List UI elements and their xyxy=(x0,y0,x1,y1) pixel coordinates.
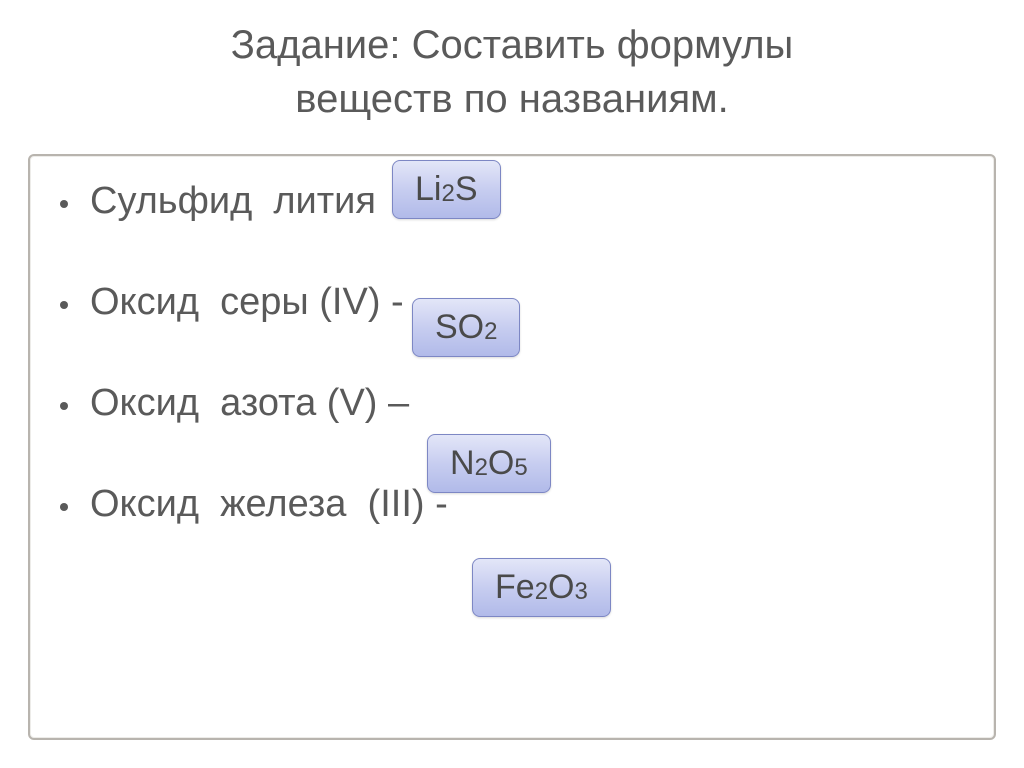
bullet-icon xyxy=(60,503,68,511)
compound-label: Оксид серы (IV) - xyxy=(90,281,404,324)
content-box: Сульфид лития - Оксид серы (IV) - Оксид … xyxy=(28,154,996,740)
formula-text: S xyxy=(455,171,478,208)
compound-label: Оксид железа (III) - xyxy=(90,483,448,526)
list-item: Оксид серы (IV) - xyxy=(90,281,954,324)
bullet-icon xyxy=(60,200,68,208)
title-area: Задание: Составить формулы веществ по на… xyxy=(0,0,1024,154)
list-item: Оксид азота (V) – xyxy=(90,382,954,425)
formula-text: O xyxy=(548,569,574,606)
formula-box: SO2 xyxy=(412,298,520,357)
formula-box: Fe2O3 xyxy=(472,558,611,617)
bullet-icon xyxy=(60,301,68,309)
slide: Задание: Составить формулы веществ по на… xyxy=(0,0,1024,768)
formula-text: Li xyxy=(415,171,441,208)
list-item: Сульфид лития - xyxy=(90,180,954,223)
bullet-icon xyxy=(60,402,68,410)
formula-text: SO xyxy=(435,309,484,346)
title-line2: веществ по названиям. xyxy=(295,77,728,121)
slide-title: Задание: Составить формулы веществ по на… xyxy=(40,18,984,126)
title-line1: Задание: Составить формулы xyxy=(231,23,794,67)
formula-text: N xyxy=(450,445,475,482)
compound-label: Оксид азота (V) – xyxy=(90,382,409,425)
formula-text: O xyxy=(488,445,514,482)
formula-text: Fe xyxy=(495,569,535,606)
compound-label: Сульфид лития - xyxy=(90,180,420,223)
formula-box: Li2S xyxy=(392,160,501,219)
formula-box: N2O5 xyxy=(427,434,551,493)
